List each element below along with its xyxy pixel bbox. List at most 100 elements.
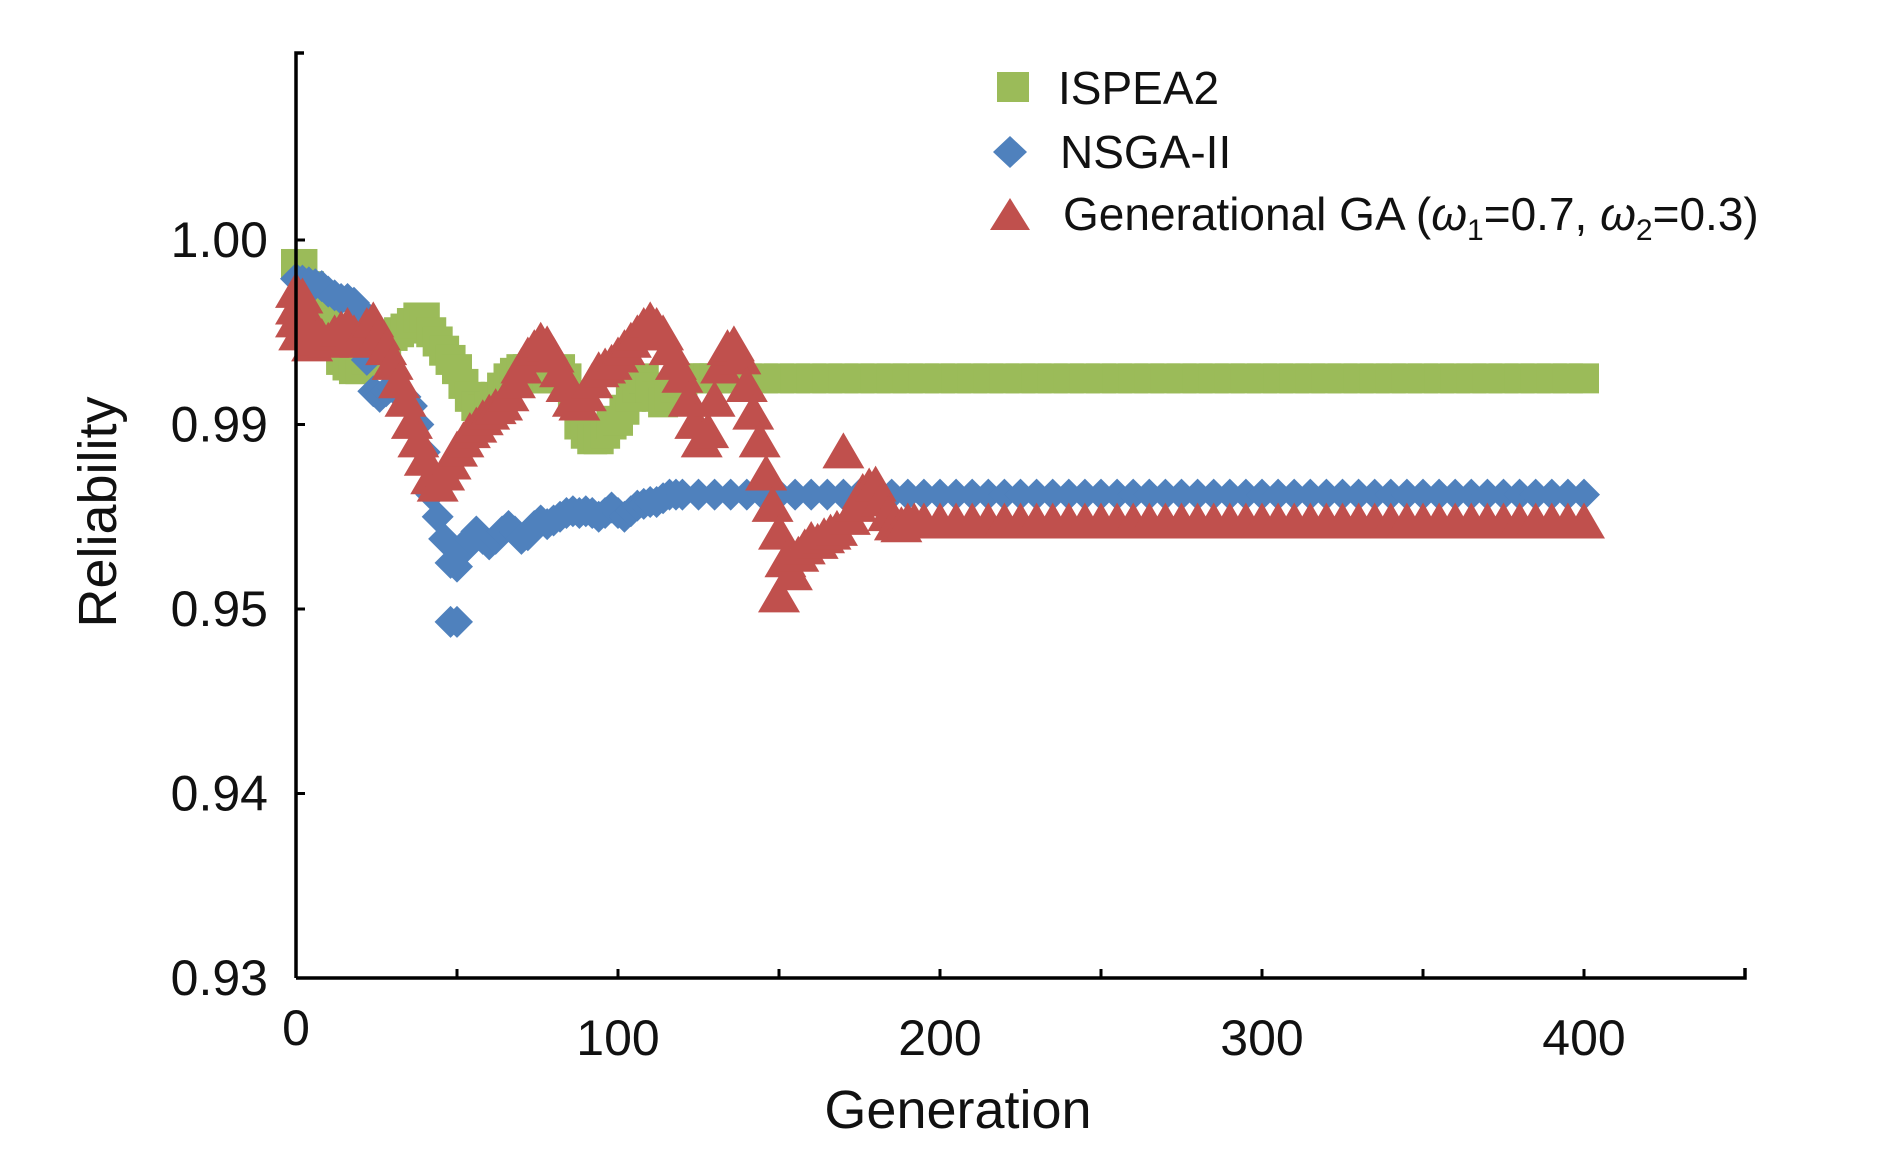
generational-ga-point xyxy=(1563,502,1605,539)
generational-ga-point xyxy=(384,380,427,417)
nsga2-point xyxy=(1278,478,1311,511)
nsga2-point xyxy=(1455,478,1488,511)
nsga2-point xyxy=(891,478,924,511)
y-tick-label: 1.00 xyxy=(171,212,268,268)
nsga2-point xyxy=(1326,478,1359,511)
x-axis-title: Generation xyxy=(824,1080,1091,1140)
legend-label-nsga2: NSGA-II xyxy=(1060,126,1231,178)
omega2-symbol: ω xyxy=(1600,188,1636,240)
axes: 1.00 0.99 0.95 0.94 0.93 0 100 200 300 400 xyxy=(171,51,1747,1066)
generational-ga-point xyxy=(758,513,800,550)
nsga2-point xyxy=(795,478,828,511)
y-tick-label: 0.94 xyxy=(171,766,268,822)
nsga2-point xyxy=(1551,478,1584,511)
y-ticks: 1.00 0.99 0.95 0.94 0.93 xyxy=(171,212,305,1006)
generational-ga-point xyxy=(700,347,743,384)
nsga2-point xyxy=(1085,478,1117,511)
nsga2-point xyxy=(441,605,473,638)
y-axis xyxy=(294,51,304,978)
nsga2-point xyxy=(988,478,1021,511)
y-axis-title: Reliability xyxy=(68,396,128,627)
omega1-value: =0.7, xyxy=(1484,188,1600,240)
generational-ga-point xyxy=(822,432,865,469)
omega2-value: =0.3) xyxy=(1653,188,1759,240)
nsga2-point xyxy=(1407,478,1439,511)
diamond-marker-icon xyxy=(993,136,1027,168)
generational-ga-point xyxy=(770,554,813,591)
nsga2-point xyxy=(698,478,731,511)
series-triangle xyxy=(275,271,1605,613)
legend-item-generational-ga: Generational GA (ω1=0.7, ω2=0.3) xyxy=(990,188,1759,247)
nsga2-point xyxy=(714,478,747,511)
generational-ga-point xyxy=(732,393,775,430)
legend-label-generational-ga: Generational GA (ω1=0.7, ω2=0.3) xyxy=(1063,188,1759,247)
x-tick-label: 200 xyxy=(898,1010,981,1066)
ispea2-point xyxy=(1569,363,1599,394)
plot-area xyxy=(275,248,1605,638)
nsga2-point xyxy=(1165,478,1198,511)
nsga2-point xyxy=(1101,478,1134,511)
nsga2-point xyxy=(1310,478,1343,511)
x-tick-label: 0 xyxy=(282,1000,310,1056)
nsga2-point xyxy=(1439,478,1472,511)
generational-ga-point xyxy=(745,454,788,491)
nsga2-point xyxy=(956,478,989,511)
omega2-subscript: 2 xyxy=(1636,214,1653,247)
nsga2-point xyxy=(1004,478,1037,511)
nsga2-point xyxy=(1262,478,1295,511)
nsga2-point xyxy=(1471,478,1504,511)
nsga2-point xyxy=(1229,478,1262,511)
nsga2-point xyxy=(1246,478,1278,511)
nsga2-point xyxy=(1181,478,1214,511)
nsga2-point xyxy=(1117,478,1150,511)
legend-item-nsga2: NSGA-II xyxy=(993,126,1231,178)
nsga2-point xyxy=(1423,478,1456,511)
nsga2-point xyxy=(1213,478,1246,511)
legend-label-ispea2: ISPEA2 xyxy=(1058,62,1219,114)
generational-ga-point xyxy=(661,356,704,393)
x-tick-label: 400 xyxy=(1542,1010,1625,1066)
nsga2-point xyxy=(1568,478,1600,511)
nsga2-point xyxy=(940,478,973,511)
nsga2-point xyxy=(907,478,940,511)
y-tick-label: 0.95 xyxy=(171,581,268,637)
nsga2-point xyxy=(1197,478,1230,511)
nsga2-point xyxy=(1133,478,1166,511)
y-tick-label: 0.93 xyxy=(171,950,268,1006)
generational-ga-point xyxy=(719,338,762,375)
nsga2-point xyxy=(1503,478,1536,511)
x-tick-label: 100 xyxy=(576,1010,659,1066)
generational-ga-point xyxy=(281,277,324,314)
generational-ga-point xyxy=(687,412,730,449)
nsga2-point xyxy=(972,478,1005,511)
generational-ga-point xyxy=(751,485,794,522)
nsga2-point xyxy=(779,478,812,511)
y-tick-label: 0.99 xyxy=(171,397,268,453)
legend-item-ispea2: ISPEA2 xyxy=(997,62,1219,114)
nsga2-point xyxy=(1374,478,1407,511)
omega1-subscript: 1 xyxy=(1467,214,1484,247)
nsga2-point xyxy=(1390,478,1423,511)
legend-label-prefix: Generational GA ( xyxy=(1063,188,1432,240)
generational-ga-point xyxy=(725,366,768,402)
legend: ISPEA2 NSGA-II Generational GA (ω1=0.7, … xyxy=(990,62,1759,247)
nsga2-point xyxy=(1036,478,1069,511)
x-ticks: 0 100 200 300 400 xyxy=(282,969,1626,1066)
omega1-symbol: ω xyxy=(1431,188,1467,240)
nsga2-point xyxy=(1342,478,1375,511)
x-axis xyxy=(296,968,1747,980)
triangle-marker-icon xyxy=(990,198,1030,230)
square-marker-icon xyxy=(997,72,1029,102)
nsga2-point xyxy=(1149,478,1182,511)
nsga2-point xyxy=(682,478,715,511)
x-tick-label: 300 xyxy=(1220,1010,1303,1066)
nsga2-point xyxy=(924,478,956,511)
nsga2-point xyxy=(811,478,844,511)
nsga2-point xyxy=(1020,478,1053,511)
generational-ga-point xyxy=(693,380,736,417)
nsga2-point xyxy=(1519,478,1552,511)
nsga2-point xyxy=(1358,478,1391,511)
nsga2-point xyxy=(1294,478,1327,511)
nsga2-point xyxy=(1052,478,1085,511)
